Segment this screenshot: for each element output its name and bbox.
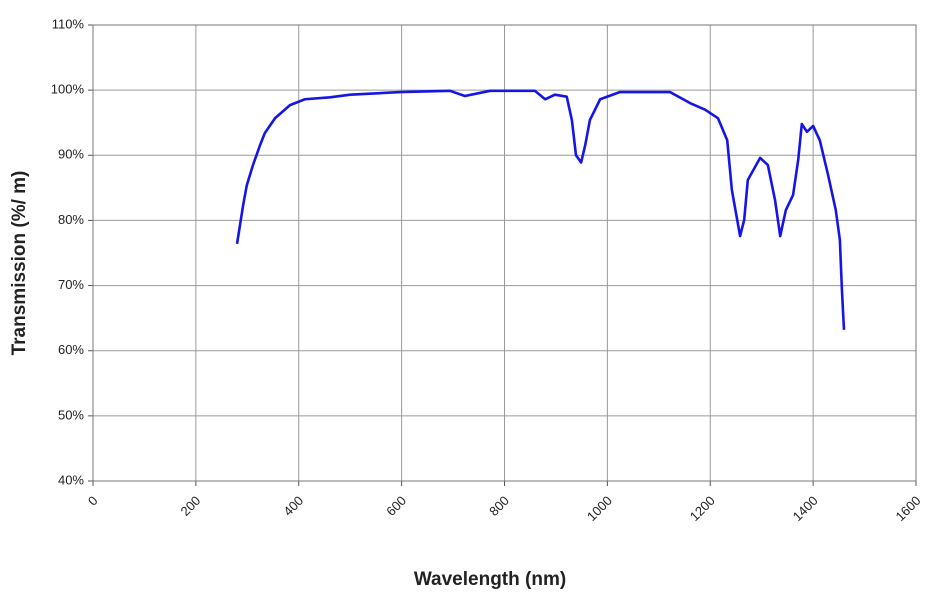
data-line (235, 89, 846, 330)
x-tick-label: 800 (486, 493, 512, 519)
x-tick-label: 0 (85, 493, 101, 509)
y-tick-label: 110% (52, 16, 85, 31)
y-tick-label: 60% (58, 342, 84, 357)
y-tick-label: 100% (51, 82, 85, 97)
y-tick-label: 70% (58, 277, 84, 292)
x-tick-label: 1600 (892, 493, 923, 524)
x-tick-label: 200 (177, 493, 203, 519)
x-tick-label: 1400 (790, 493, 821, 524)
x-tick-label: 1200 (687, 493, 718, 524)
x-tick-label: 1000 (584, 493, 615, 524)
x-axis-title: Wavelength (nm) (414, 569, 566, 590)
y-tick-label: 90% (58, 147, 84, 162)
y-tick-label: 40% (58, 472, 84, 487)
plot-frame (92, 24, 917, 482)
y-tick-label: 50% (58, 407, 84, 422)
y-tick-label: 80% (58, 212, 84, 227)
y-axis-title: Transmission (%/ m) (9, 171, 30, 356)
x-tick-label: 400 (280, 493, 306, 519)
x-tick-label: 600 (383, 493, 409, 519)
